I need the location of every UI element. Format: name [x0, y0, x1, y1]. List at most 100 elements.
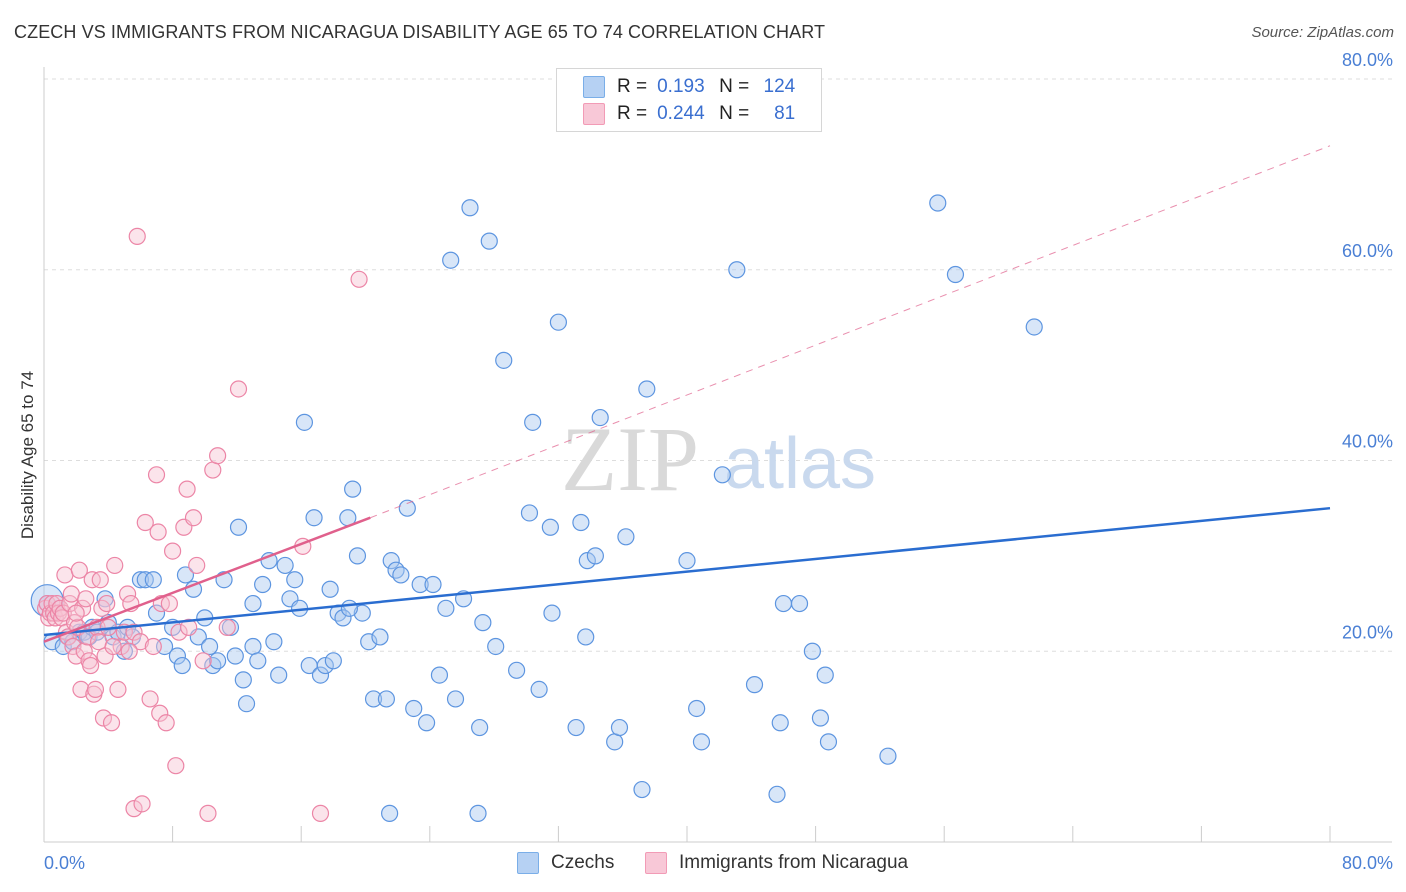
nicaragua-point: [64, 637, 82, 656]
nicaragua-point: [131, 633, 150, 651]
nicaragua-point: [311, 804, 330, 822]
czech-point: [286, 571, 304, 589]
nicaragua-point: [149, 523, 167, 541]
czech-point: [591, 408, 609, 427]
czech-point: [572, 513, 590, 532]
nicaragua-point: [104, 637, 122, 656]
bottom-legend-label-nicaragua: Immigrants from Nicaragua: [679, 852, 909, 873]
correlation-legend: R = 0.193 N = 124 R = 0.244 N = 81: [556, 68, 822, 132]
nicaragua-point: [120, 642, 138, 660]
czech-point: [144, 571, 162, 589]
czech-point: [745, 676, 764, 694]
czech-point: [790, 594, 809, 613]
czech-point: [321, 580, 339, 598]
czech-point: [392, 566, 410, 584]
nicaragua-point: [199, 804, 217, 822]
nicaragua-point: [133, 795, 151, 813]
czech-point: [768, 785, 786, 803]
czech-point: [176, 566, 195, 584]
bottom-swatch-czechs: [517, 852, 539, 874]
czech-point: [405, 699, 423, 718]
nicaragua-point: [125, 800, 143, 818]
czech-point: [424, 575, 442, 594]
czech-point: [417, 714, 436, 732]
czech-point: [115, 642, 133, 660]
czech-point: [353, 604, 371, 622]
nicaragua-point: [194, 652, 212, 670]
bottom-legend-nicaragua: Immigrants from Nicaragua: [645, 852, 908, 874]
czech-point: [437, 599, 455, 617]
czech-point: [340, 599, 359, 617]
czech-point: [487, 637, 505, 656]
czech-point: [168, 647, 187, 665]
nicaragua-point: [180, 618, 198, 637]
czech-point: [430, 666, 449, 684]
czech-point: [265, 633, 283, 651]
nicaragua-point: [46, 609, 64, 627]
legend-n-value: 124: [763, 76, 796, 97]
czech-point: [200, 637, 219, 656]
nicaragua-point: [128, 227, 146, 245]
nicaragua-point: [136, 513, 154, 532]
czech-point: [471, 718, 489, 737]
nicaragua-point: [56, 566, 74, 584]
czech-point: [147, 604, 166, 622]
nicaragua-point: [77, 590, 95, 608]
y-tick-label: 80.0%: [1342, 50, 1393, 70]
nicaragua-point: [188, 556, 206, 575]
nicaragua-point: [86, 680, 105, 699]
czech-point: [360, 633, 378, 651]
czech-point: [1025, 318, 1043, 336]
x-tick-label: 80.0%: [1342, 853, 1393, 873]
czech-point: [344, 480, 362, 498]
czech-point: [244, 637, 262, 656]
czech-point: [244, 594, 262, 613]
nicaragua-point: [167, 757, 185, 775]
czech-point: [508, 661, 526, 679]
nicaragua-point: [75, 642, 93, 660]
nicaragua-point: [72, 680, 90, 699]
nicaragua-point: [62, 585, 80, 603]
czech-point: [879, 747, 897, 765]
czech-point: [382, 552, 400, 570]
nicaragua-point: [93, 599, 111, 617]
czech-point: [946, 265, 965, 284]
czech-point: [530, 680, 548, 699]
czech-point: [348, 547, 367, 565]
legend-n-label: N =: [719, 103, 750, 124]
czech-point: [381, 804, 399, 822]
czech-point: [254, 575, 272, 594]
watermark: ZIP atlas: [561, 408, 876, 510]
nicaragua-point: [157, 714, 175, 732]
czech-point: [461, 199, 479, 217]
y-tick-label: 20.0%: [1342, 622, 1393, 642]
czech-point: [688, 699, 706, 718]
czech-point: [728, 261, 746, 279]
nicaragua-point: [229, 380, 248, 398]
nicaragua-point: [160, 594, 178, 613]
czech-point: [638, 380, 656, 398]
czech-point: [774, 594, 793, 613]
nicaragua-point: [141, 690, 159, 708]
czech-point: [816, 666, 834, 684]
czech-point: [249, 652, 267, 670]
nicaragua-point: [178, 480, 196, 498]
trend-lines: [43, 145, 1331, 643]
czech-point: [617, 528, 635, 546]
nicaragua-point: [67, 647, 85, 665]
x-tick-label: 0.0%: [44, 853, 85, 873]
nicaragua-point: [54, 604, 72, 622]
czech-point: [543, 604, 561, 622]
czech-point: [411, 575, 429, 594]
nicaragua-point: [98, 594, 116, 613]
nicaragua-trend-line: [43, 516, 371, 643]
czech-point: [692, 733, 711, 751]
czech-point: [678, 552, 696, 570]
nicaragua-point: [209, 447, 227, 465]
nicaragua-point: [38, 594, 56, 613]
czech-point: [446, 690, 465, 708]
czech-point: [226, 647, 244, 665]
czech-point: [204, 656, 222, 675]
czech-point: [237, 695, 256, 713]
